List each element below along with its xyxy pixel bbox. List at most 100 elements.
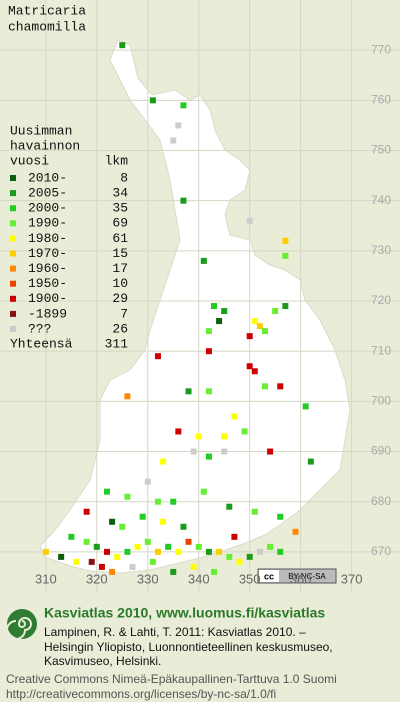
observation-square [307, 458, 314, 465]
observation-square [267, 448, 274, 455]
observation-square [144, 538, 151, 545]
legend-swatch [10, 250, 16, 257]
observation-square [93, 543, 100, 550]
observation-square [134, 543, 141, 550]
observation-square [98, 563, 105, 570]
observation-square [261, 328, 268, 335]
legend-swatch [10, 220, 16, 227]
observation-square [221, 448, 228, 455]
observation-square [205, 328, 212, 335]
observation-square [241, 428, 248, 435]
observation-square [149, 558, 156, 565]
y-tick-label: 670 [371, 544, 391, 558]
legend-label: -1899 [28, 306, 67, 321]
x-tick-label: 340 [188, 571, 210, 586]
legend-count: 10 [112, 276, 128, 291]
x-tick-label: 360 [290, 571, 312, 586]
observation-square [226, 553, 233, 560]
observation-square [160, 518, 167, 525]
x-tick-label: 330 [137, 571, 159, 586]
legend-swatch [10, 295, 16, 302]
observation-square [83, 508, 90, 515]
observation-square [180, 102, 187, 109]
observation-square [282, 303, 289, 310]
y-tick-label: 740 [371, 193, 391, 207]
observation-square [180, 197, 187, 204]
observation-square [190, 448, 197, 455]
legend-label: 1970- [28, 246, 67, 261]
observation-square [216, 548, 223, 555]
citation-line: Lampinen, R. & Lahti, T. 2011: Kasviatla… [44, 625, 306, 639]
citation-line: Helsingin Yliopisto, Luonnontieteellinen… [44, 640, 333, 654]
observation-square [272, 308, 279, 315]
observation-square [246, 333, 253, 340]
observation-square [68, 533, 75, 540]
observation-square [282, 237, 289, 244]
observation-square [211, 568, 218, 575]
legend-swatch [10, 175, 16, 181]
observation-square [205, 348, 212, 355]
observation-square [124, 548, 131, 555]
x-tick-label: 320 [86, 571, 108, 586]
legend-label: 2010- [28, 170, 67, 185]
observation-square [124, 393, 131, 400]
observation-square [226, 503, 233, 510]
license-badge: cc BY-NC-SA [257, 568, 337, 584]
observation-square [231, 413, 238, 420]
observation-square [246, 363, 253, 370]
legend-label: 1960- [28, 261, 67, 276]
footer-headline: Kasviatlas 2010, www.luomus.fi/kasviatla… [44, 605, 325, 621]
legend-count: 26 [112, 321, 128, 336]
legend-count: 8 [120, 170, 128, 185]
legend-header: vuosi [10, 153, 49, 168]
observation-square [154, 548, 161, 555]
x-tick-label: 310 [35, 571, 57, 586]
legend-swatch [10, 190, 16, 197]
observation-square [185, 388, 192, 395]
legend-total: 311 [105, 336, 129, 351]
grid [0, 0, 400, 592]
observation-square [277, 548, 284, 555]
observation-square [251, 318, 258, 325]
legend-header: havainnon [10, 138, 80, 153]
legend-swatch [10, 265, 16, 272]
observation-square [251, 368, 258, 375]
observation-square [185, 538, 192, 545]
observation-square [180, 523, 187, 530]
legend-count: 29 [112, 291, 128, 306]
observation-square [58, 553, 65, 560]
observation-square [200, 488, 207, 495]
observation-square [154, 498, 161, 505]
legend-label: 1990- [28, 216, 67, 231]
legend-swatch [10, 235, 16, 242]
observation-square [246, 553, 253, 560]
legend-total-label: Yhteensä [10, 336, 73, 351]
x-tick-label: 370 [341, 571, 363, 586]
y-tick-label: 690 [371, 444, 391, 458]
observation-square [139, 513, 146, 520]
y-tick-label: 770 [371, 42, 391, 56]
legend-count: 34 [112, 186, 128, 201]
legend-swatch [10, 326, 16, 332]
legend-count: 7 [120, 306, 128, 321]
observation-square [154, 353, 161, 360]
observation-square [205, 548, 212, 555]
observation-square [195, 433, 202, 440]
legend-swatch [10, 205, 16, 212]
observation-square [251, 508, 258, 515]
observation-square [267, 543, 274, 550]
observation-square [231, 533, 238, 540]
squares [42, 42, 314, 575]
observation-square [83, 538, 90, 545]
observation-square [109, 568, 116, 575]
legend-count-header: lkm [105, 153, 129, 168]
observation-square [302, 403, 309, 410]
license-line: http://creativecommons.org/licenses/by-n… [6, 687, 276, 701]
legend-swatch [10, 280, 16, 287]
y-tick-label: 680 [371, 494, 391, 508]
observation-square [175, 428, 182, 435]
observation-square [190, 563, 197, 570]
observation-square [277, 513, 284, 520]
y-tick-label: 720 [371, 293, 391, 307]
